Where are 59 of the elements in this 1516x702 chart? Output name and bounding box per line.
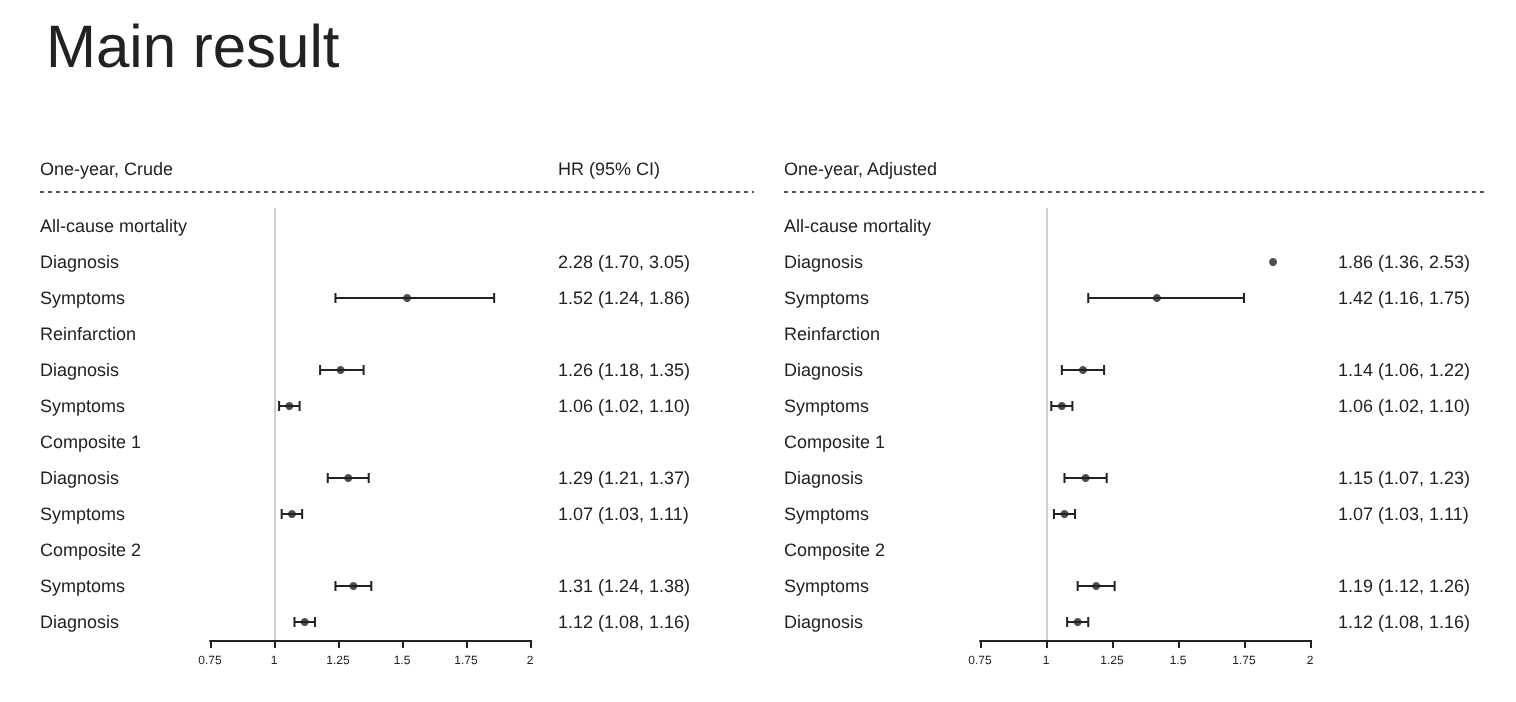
point bbox=[336, 366, 345, 374]
y-tick-label: Symptoms bbox=[40, 288, 127, 308]
point bbox=[287, 510, 296, 518]
y-tick-label: Diagnosis bbox=[784, 468, 865, 488]
y-tick-label: Diagnosis bbox=[40, 612, 121, 632]
y-tick-label: Diagnosis bbox=[784, 612, 865, 632]
y-tick-label: Composite 2 bbox=[40, 540, 142, 560]
text: 2.28 (1.70, 3.05) bbox=[558, 252, 691, 272]
point bbox=[349, 582, 358, 590]
y-tick-label: Diagnosis bbox=[784, 360, 865, 380]
y-tick-label: Symptoms bbox=[40, 576, 127, 596]
y-tick-label: Symptoms bbox=[40, 504, 127, 524]
point bbox=[1269, 258, 1278, 266]
y-tick-label: Diagnosis bbox=[784, 252, 865, 272]
point bbox=[1152, 294, 1161, 302]
data-label: 1.14 (1.06, 1.22) bbox=[1338, 360, 1471, 380]
data-label: 1.42 (1.16, 1.75) bbox=[1338, 288, 1471, 308]
point bbox=[300, 618, 309, 626]
point bbox=[1092, 582, 1101, 590]
y-tick-label: Composite 1 bbox=[40, 432, 142, 452]
point bbox=[1060, 510, 1069, 518]
y-tick-label: Symptoms bbox=[40, 396, 127, 416]
point bbox=[1073, 618, 1082, 626]
chart-subtitle: One-year, Crude bbox=[40, 159, 174, 179]
point bbox=[1057, 402, 1066, 410]
y-tick-label: Diagnosis bbox=[40, 468, 121, 488]
y-tick-label: Reinfarction bbox=[784, 324, 881, 344]
y-tick-label: Symptoms bbox=[784, 396, 871, 416]
data-label: 1.52 (1.24, 1.86) bbox=[558, 288, 691, 308]
text: HR (95% CI) bbox=[558, 159, 661, 179]
data-label: 1.06 (1.02, 1.10) bbox=[558, 396, 691, 416]
y-tick-label: All-cause mortality bbox=[784, 216, 933, 236]
data-label: 1.31 (1.24, 1.38) bbox=[558, 576, 691, 596]
data-label: 1.26 (1.18, 1.35) bbox=[558, 360, 691, 380]
data-label: 1.12 (1.08, 1.16) bbox=[1338, 612, 1471, 632]
point bbox=[344, 474, 353, 482]
data-label: 1.07 (1.03, 1.11) bbox=[558, 504, 689, 524]
point bbox=[403, 294, 412, 302]
data-label: 1.29 (1.21, 1.37) bbox=[558, 468, 691, 488]
y-tick-label: Diagnosis bbox=[40, 360, 121, 380]
chart-title: Main result bbox=[46, 15, 341, 81]
data-label: 1.12 (1.08, 1.16) bbox=[558, 612, 691, 632]
y-tick-label: Symptoms bbox=[784, 576, 871, 596]
point bbox=[1081, 474, 1090, 482]
y-tick-label: All-cause mortality bbox=[40, 216, 189, 236]
y-tick-label: Symptoms bbox=[784, 288, 871, 308]
point bbox=[285, 402, 294, 410]
data-label: 1.06 (1.02, 1.10) bbox=[1338, 396, 1471, 416]
data-label: 1.19 (1.12, 1.26) bbox=[1338, 576, 1471, 596]
y-tick-label: Diagnosis bbox=[40, 252, 121, 272]
chart-subtitle: One-year, Adjusted bbox=[784, 159, 938, 179]
data-label: 1.15 (1.07, 1.23) bbox=[1338, 468, 1471, 488]
y-tick-label: Reinfarction bbox=[40, 324, 137, 344]
data-label: 1.07 (1.03, 1.11) bbox=[1338, 504, 1469, 524]
y-tick-label: Composite 1 bbox=[784, 432, 886, 452]
data-label: 1.86 (1.36, 2.53) bbox=[1338, 252, 1471, 272]
y-tick-label: Composite 2 bbox=[784, 540, 886, 560]
point bbox=[1078, 366, 1087, 374]
y-tick-label: Symptoms bbox=[784, 504, 871, 524]
